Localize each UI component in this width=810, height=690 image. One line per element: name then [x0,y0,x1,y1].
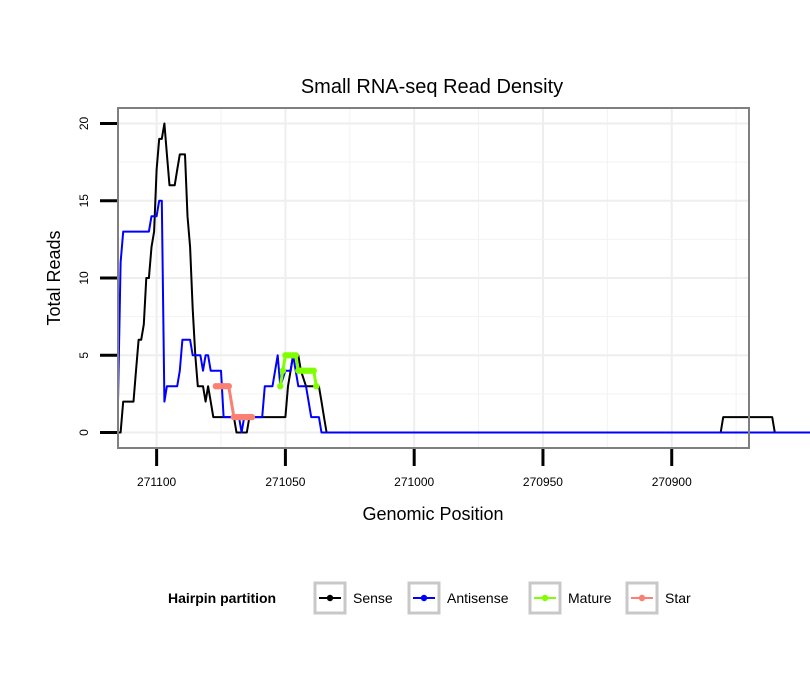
x-tick-label: 270900 [652,475,692,489]
data-point-mature [292,352,299,359]
y-tick-label: 20 [77,116,91,130]
y-tick-label: 10 [77,271,91,285]
legend-key-point [541,594,549,602]
legend-label-mature: Mature [568,590,612,606]
legend-key-point [326,594,334,602]
legend-entry-mature: Mature [528,581,612,615]
legend-label-antisense: Antisense [447,590,509,606]
legend-label-sense: Sense [353,590,393,606]
plot-border [117,107,750,449]
series-layer [117,122,810,434]
legend-entry-antisense: Antisense [407,581,509,615]
legend-entry-sense: Sense [313,581,393,615]
data-point-star [225,382,232,390]
data-point-mature [310,367,317,374]
series-line-antisense [117,199,810,434]
x-axis-title: Genomic Position [362,504,503,524]
x-tick-label: 271050 [265,475,305,489]
x-tick-label: 271000 [394,475,434,489]
x-tick-label: 271100 [137,475,176,489]
data-point-mature [277,382,284,390]
y-tick-label: 0 [77,429,91,436]
chart-title: Small RNA-seq Read Density [301,76,563,98]
legend-key-point [420,594,428,602]
x-tick-label: 270950 [523,475,563,489]
data-point-mature [279,367,287,374]
y-axis: 0 5 10 15 20 [77,116,117,436]
legend-key-point [638,594,646,602]
legend: Hairpin partition Sense Antisense Mature St… [168,581,691,615]
data-point-star [248,413,256,421]
legend-title: Hairpin partition [168,590,276,606]
legend-entry-star: Star [625,581,691,615]
y-tick-label: 15 [77,194,91,208]
x-axis: 271100 271050 271000 270950 270900 [137,449,692,489]
data-point-mature [313,382,320,390]
y-tick-label: 5 [77,352,91,359]
series-line-sense [118,122,810,434]
legend-label-star: Star [665,590,691,606]
y-axis-title: Total Reads [44,230,64,325]
